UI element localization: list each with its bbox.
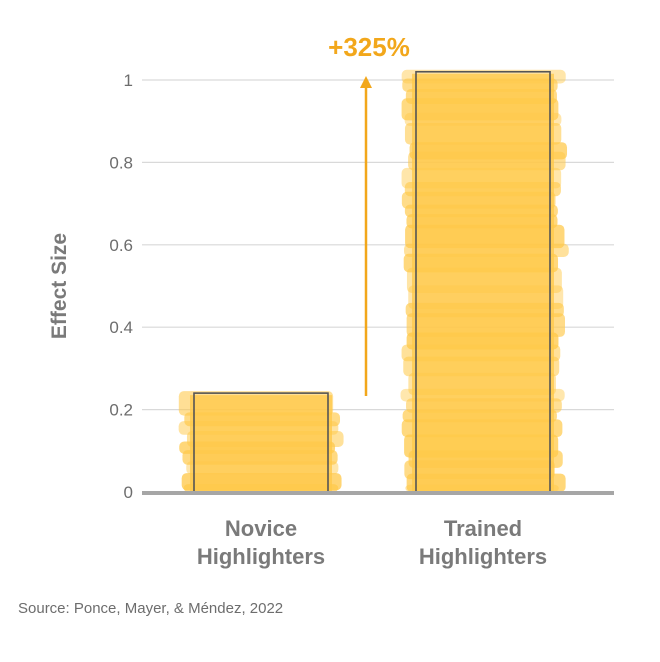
- source-note: Source: Ponce, Mayer, & Méndez, 2022: [18, 600, 284, 617]
- brush-stroke: [404, 204, 558, 218]
- brush-stroke: [406, 313, 566, 337]
- bar-brush-strokes: [178, 391, 344, 492]
- increase-arrow-head: [360, 76, 372, 88]
- brush-stroke: [400, 388, 565, 402]
- y-tick-label: 0.4: [109, 318, 133, 337]
- brush-stroke: [183, 484, 339, 492]
- brush-stroke: [178, 391, 334, 416]
- brush-stroke: [408, 372, 556, 396]
- y-tick-label: 0.2: [109, 401, 133, 420]
- brush-stroke: [404, 123, 562, 145]
- brush-stroke: [402, 409, 557, 423]
- bar-brush-strokes: [400, 69, 569, 492]
- x-category-label: Highlighters: [419, 544, 547, 569]
- brush-stroke: [401, 98, 559, 121]
- brush-stroke: [402, 78, 558, 92]
- x-category-label: Novice: [225, 516, 297, 541]
- y-tick-label: 1: [124, 71, 133, 90]
- y-tick-label: 0.8: [109, 153, 133, 172]
- annotation-layer: +325%: [328, 32, 410, 396]
- brush-stroke: [408, 151, 566, 171]
- brush-stroke: [404, 243, 569, 257]
- brush-stroke: [401, 419, 563, 438]
- brush-stroke: [403, 253, 559, 273]
- y-tick-label: 0.6: [109, 236, 133, 255]
- increase-annotation: +325%: [328, 32, 410, 62]
- brush-stroke: [182, 450, 338, 465]
- brush-stroke: [405, 484, 559, 492]
- y-axis-title: Effect Size: [48, 233, 71, 339]
- bar: [400, 69, 569, 493]
- brush-stroke: [403, 356, 560, 377]
- bar-chart: 0 0.2 0.4 0.6 0.8 1 Effect Size Novice Highlight…: [48, 32, 614, 569]
- brush-stroke: [186, 461, 339, 475]
- brush-stroke: [405, 224, 565, 249]
- brush-stroke: [404, 112, 562, 126]
- brush-stroke: [401, 191, 556, 209]
- brush-stroke: [406, 398, 562, 413]
- bar: [178, 391, 344, 493]
- y-tick-label: 0: [124, 483, 133, 502]
- x-category-label: Trained: [444, 516, 522, 541]
- axes: 0 0.2 0.4 0.6 0.8 1 Effect Size Novice Highlight…: [48, 71, 614, 569]
- brush-stroke: [406, 267, 562, 293]
- bars: [178, 69, 569, 493]
- x-category-label: Highlighters: [197, 544, 325, 569]
